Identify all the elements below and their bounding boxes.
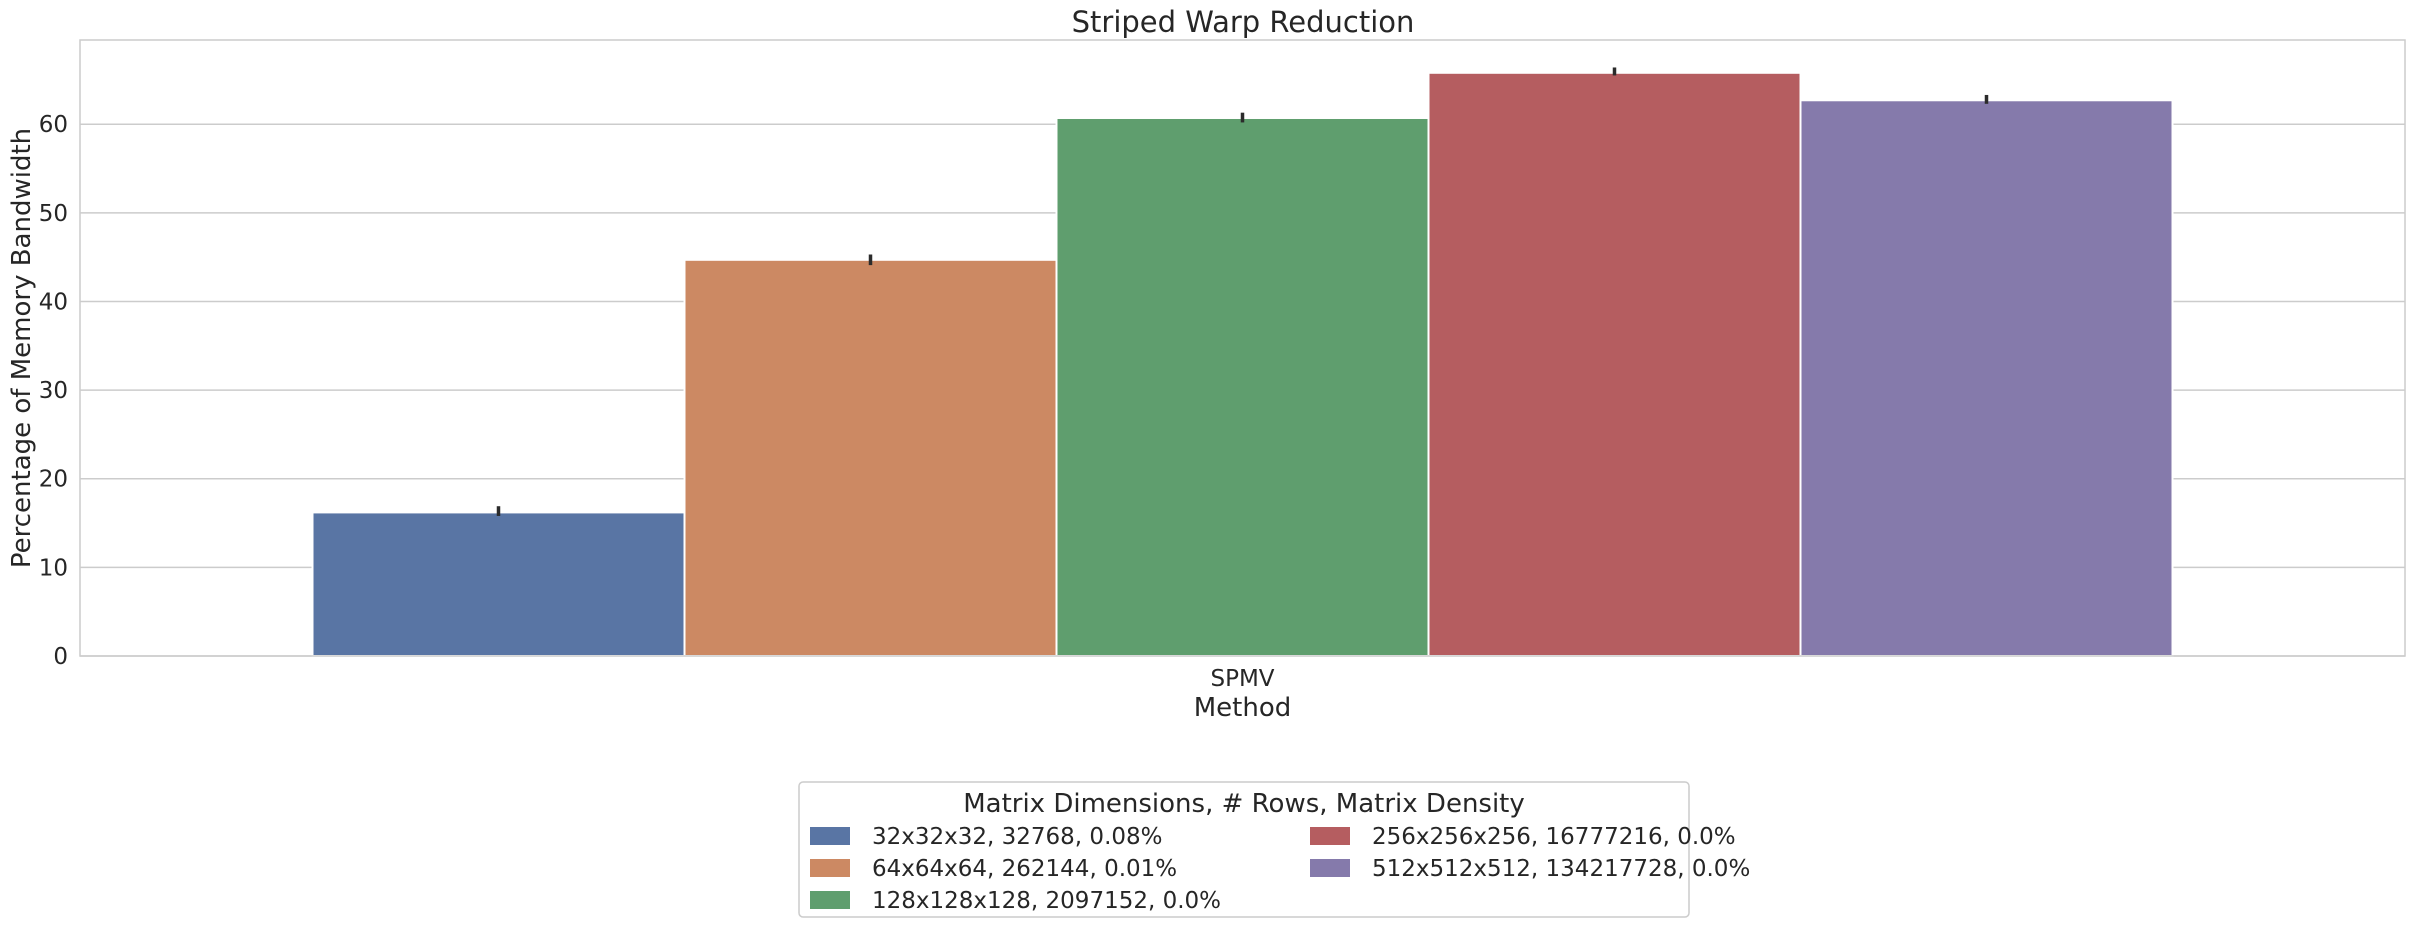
legend-frame <box>798 781 1690 918</box>
legend-swatch-5 <box>1310 859 1350 877</box>
legend: Matrix Dimensions, # Rows, Matrix Densit… <box>798 781 1750 918</box>
y-axis-ticks: 0 10 20 30 40 50 60 <box>39 112 68 670</box>
y-tick-label: 40 <box>39 289 68 315</box>
bars <box>311 67 2174 657</box>
y-tick-label: 20 <box>39 467 68 493</box>
legend-label-3: 128x128x128, 2097152, 0.0% <box>872 888 1221 914</box>
legend-swatch-1 <box>810 827 850 845</box>
legend-title: Matrix Dimensions, # Rows, Matrix Densit… <box>963 789 1525 819</box>
bar-3 <box>1055 116 1430 657</box>
legend-label-4: 256x256x256, 16777216, 0.0% <box>1372 824 1736 850</box>
legend-label-2: 64x64x64, 262144, 0.01% <box>872 856 1177 882</box>
legend-label-5: 512x512x512, 134217728, 0.0% <box>1372 856 1750 882</box>
x-axis-ticks: SPMV <box>1210 666 1274 692</box>
y-axis-label: Percentage of Memory Bandwidth <box>7 128 37 568</box>
chart-title: Striped Warp Reduction <box>1072 5 1415 39</box>
y-tick-label: 60 <box>39 112 68 138</box>
bar-5 <box>1799 99 2174 657</box>
y-tick-label: 30 <box>39 378 68 404</box>
x-tick-label: SPMV <box>1210 666 1274 692</box>
legend-label-1: 32x32x32, 32768, 0.08% <box>872 824 1163 850</box>
legend-swatch-4 <box>1310 827 1350 845</box>
y-tick-label: 50 <box>39 201 68 227</box>
plot-area-frame <box>79 39 2406 657</box>
y-tick-label: 10 <box>39 555 68 581</box>
x-axis-label: Method <box>1194 693 1292 723</box>
bar-1 <box>311 511 686 657</box>
bar-2 <box>683 258 1058 657</box>
legend-items: 32x32x32, 32768, 0.08% 64x64x64, 262144, … <box>810 824 1750 914</box>
legend-swatch-2 <box>810 859 850 877</box>
bar-4 <box>1427 71 1802 657</box>
y-tick-label: 0 <box>53 644 68 670</box>
legend-swatch-3 <box>810 891 850 909</box>
